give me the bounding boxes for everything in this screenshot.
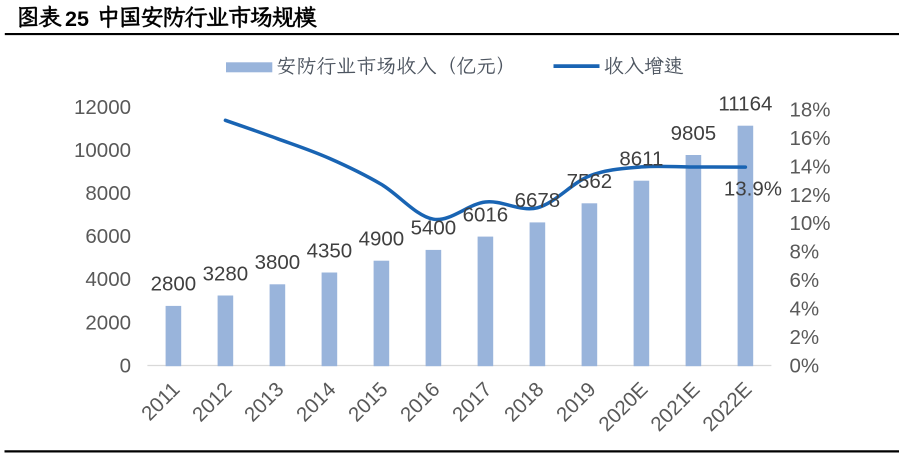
svg-text:8000: 8000 <box>85 182 131 205</box>
svg-text:7562: 7562 <box>567 170 613 193</box>
svg-text:4900: 4900 <box>359 228 405 251</box>
svg-text:12000: 12000 <box>74 96 131 119</box>
svg-text:18%: 18% <box>790 98 831 121</box>
svg-text:16%: 16% <box>790 127 831 150</box>
svg-text:2000: 2000 <box>85 311 131 334</box>
svg-text:10000: 10000 <box>74 139 131 162</box>
svg-text:8611: 8611 <box>619 148 663 171</box>
svg-text:10%: 10% <box>790 212 831 235</box>
svg-text:5400: 5400 <box>411 217 457 240</box>
svg-text:2%: 2% <box>790 326 820 349</box>
svg-text:2800: 2800 <box>151 273 197 296</box>
svg-text:0%: 0% <box>790 354 820 377</box>
svg-text:8%: 8% <box>790 241 820 264</box>
svg-text:6678: 6678 <box>515 189 561 212</box>
svg-text:11164: 11164 <box>718 93 772 116</box>
svg-text:13.9%: 13.9% <box>724 178 782 201</box>
svg-text:3280: 3280 <box>203 262 249 285</box>
svg-text:9805: 9805 <box>671 122 717 145</box>
svg-text:14%: 14% <box>790 155 831 178</box>
svg-text:12%: 12% <box>790 184 831 207</box>
svg-text:6%: 6% <box>790 269 820 292</box>
svg-text:4%: 4% <box>790 298 820 321</box>
svg-text:25: 25 <box>65 7 89 31</box>
svg-text:0: 0 <box>120 354 131 377</box>
svg-text:4350: 4350 <box>307 239 353 262</box>
svg-text:4000: 4000 <box>85 268 131 291</box>
svg-text:6016: 6016 <box>463 203 509 226</box>
svg-text:3800: 3800 <box>255 251 301 274</box>
svg-text:6000: 6000 <box>85 225 131 248</box>
